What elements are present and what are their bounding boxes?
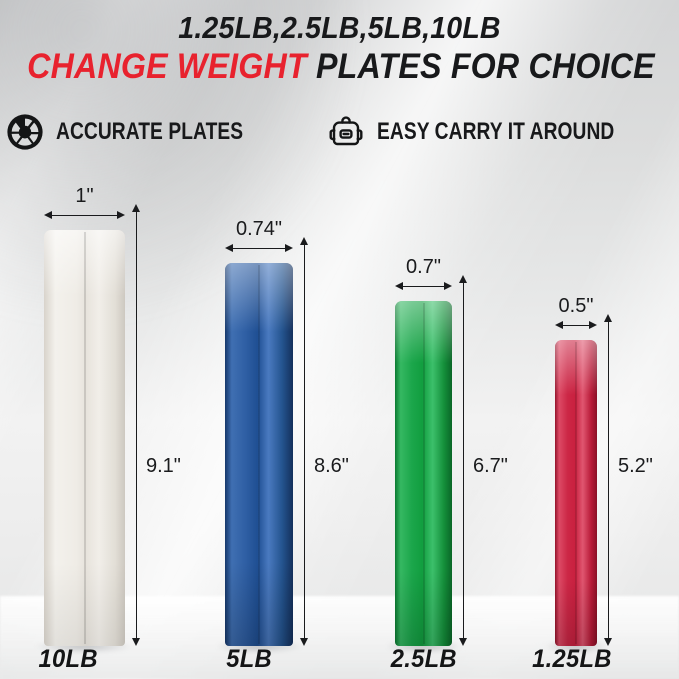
plate-caption-2-5lb: 2.5LB	[390, 645, 457, 673]
headline-accent-text: CHANGE WEIGHT	[27, 46, 307, 86]
height-label-10lb: 9.1"	[146, 455, 181, 477]
plate-sheen-1-25lb	[555, 340, 597, 646]
width-dimension-2-5lb: 0.7"	[395, 257, 452, 291]
plate-sheen-5lb	[225, 263, 293, 646]
height-label-2-5lb: 6.7"	[473, 455, 508, 477]
plate-sheen-10lb	[44, 230, 125, 646]
headline-main: CHANGE WEIGHT PLATES FOR CHOICE	[27, 46, 655, 86]
height-arrow-5lb	[300, 237, 309, 646]
width-arrow-2-5lb	[395, 282, 452, 291]
plate-body-1-25lb	[555, 340, 597, 646]
height-arrow-2-5lb	[459, 275, 468, 646]
feature-accurate-plates: ACCURATE PLATES	[5, 112, 290, 152]
plate-caption-10lb: 10LB	[38, 645, 98, 673]
plate-group-5lb: 0.74" 8.6"	[216, 219, 402, 653]
plate-sheen-2-5lb	[395, 301, 452, 646]
width-label-5lb: 0.74"	[235, 218, 283, 240]
width-arrow-10lb	[44, 211, 125, 220]
width-arrow-1-25lb	[555, 321, 597, 330]
width-dimension-10lb: 1"	[44, 186, 125, 220]
headline-rest-text: PLATES FOR CHOICE	[306, 46, 655, 86]
height-arrow-1-25lb	[604, 314, 613, 646]
height-arrow-10lb	[132, 204, 141, 646]
width-dimension-1-25lb: 0.5"	[555, 296, 597, 330]
width-arrow-5lb	[225, 244, 293, 253]
width-label-1-25lb: 0.5"	[558, 295, 594, 317]
plate-group-2-5lb: 0.7" 6.7"	[386, 257, 562, 653]
plate-caption-1-25lb: 1.25LB	[532, 645, 612, 673]
height-label-1-25lb: 5.2"	[618, 455, 653, 477]
plate-body-5lb	[225, 263, 293, 646]
plate-group-1-25lb: 0.5" 5.2"	[546, 296, 679, 653]
plate-body-10lb	[44, 230, 125, 646]
feature-easy-carry: EASY CARRY IT AROUND	[326, 112, 674, 152]
feature-label-accurate-plates: ACCURATE PLATES	[56, 118, 244, 145]
plate-group-10lb: 1" 9.1"	[35, 186, 221, 653]
height-label-5lb: 8.6"	[314, 455, 349, 477]
headline-sizes: 1.25LB,2.5LB,5LB,10LB	[178, 10, 501, 45]
plate-caption-5lb: 5LB	[226, 645, 272, 673]
feature-label-easy-carry: EASY CARRY IT AROUND	[377, 118, 615, 145]
plate-body-2-5lb	[395, 301, 452, 646]
width-dimension-5lb: 0.74"	[225, 219, 293, 253]
feature-list: ACCURATE PLATES EASY CARRY IT AROUND	[0, 112, 679, 152]
header: 1.25LB,2.5LB,5LB,10LB CHANGE WEIGHT PLAT…	[0, 10, 679, 86]
width-label-10lb: 1"	[75, 185, 94, 207]
weight-plate-icon	[5, 112, 45, 152]
backpack-icon	[326, 112, 366, 152]
width-label-2-5lb: 0.7"	[406, 256, 441, 278]
